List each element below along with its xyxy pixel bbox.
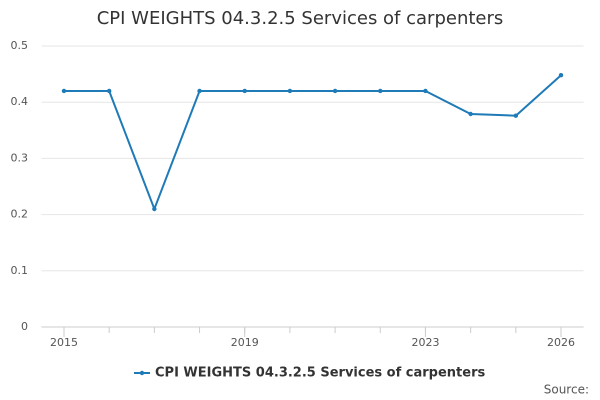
point: [513, 113, 519, 118]
point: [197, 88, 202, 94]
point: [61, 88, 67, 94]
y-tick-label: 0.2: [11, 208, 29, 221]
x-tick-label: 2015: [50, 336, 78, 349]
point: [287, 88, 293, 94]
y-tick-label: 0.1: [11, 264, 29, 277]
point: [152, 206, 157, 212]
point: [242, 88, 247, 94]
y-tick-label: 0.5: [11, 39, 29, 52]
y-tick-label: 0.3: [11, 151, 29, 164]
x-tick-label: 2019: [231, 336, 259, 349]
series-line: [63, 74, 562, 212]
legend-marker: [139, 370, 145, 376]
y-tick-label: 0: [21, 320, 28, 333]
point: [558, 73, 564, 78]
point: [423, 88, 428, 94]
point: [332, 88, 338, 94]
chart-title: CPI WEIGHTS 04.3.2.5 Services of carpent…: [97, 8, 504, 29]
point: [106, 88, 112, 94]
legend-label: CPI WEIGHTS 04.3.2.5 Services of carpent…: [155, 366, 485, 381]
point: [468, 111, 473, 117]
source: Source:: [544, 383, 589, 397]
x-tick-label: 2023: [411, 336, 439, 349]
point: [378, 88, 383, 94]
y-tick-label: 0.4: [11, 95, 29, 108]
x-tick-label: 2026: [547, 336, 575, 349]
